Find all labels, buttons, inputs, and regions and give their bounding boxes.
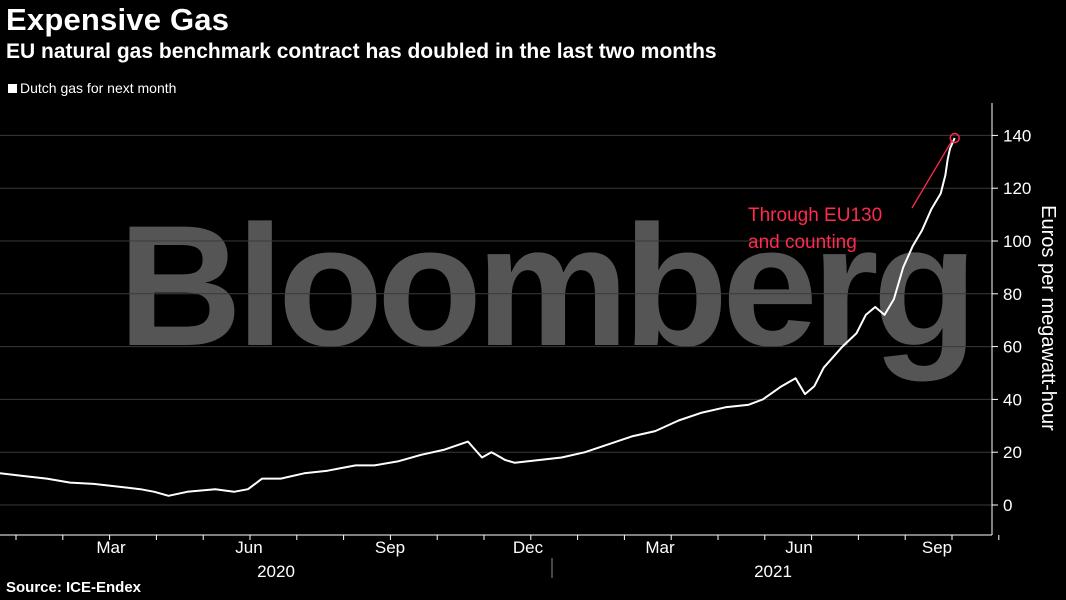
series-group bbox=[0, 137, 956, 497]
annotation-line2: and counting bbox=[748, 232, 857, 253]
y-tick-label-120: 120 bbox=[1003, 179, 1031, 198]
y-tick-label-100: 100 bbox=[1003, 232, 1031, 251]
x-tick-label-jun-1: Jun bbox=[235, 538, 262, 557]
chart-title: Expensive Gas bbox=[6, 2, 230, 37]
legend-label: Dutch gas for next month bbox=[20, 80, 177, 96]
gridlines bbox=[0, 134, 992, 536]
x-tick-label-jun-5: Jun bbox=[785, 538, 812, 557]
y-axis-ticks: 0 20 40 60 80 100 120 140 bbox=[992, 126, 1031, 515]
y-tick-label-0: 0 bbox=[1003, 496, 1012, 515]
annotation-marker bbox=[949, 132, 960, 144]
y-tick-label-60: 60 bbox=[1003, 338, 1022, 357]
legend-swatch bbox=[8, 83, 17, 93]
y-tick-label-40: 40 bbox=[1003, 390, 1022, 409]
x-year-label-2020: 2020 bbox=[257, 562, 295, 581]
series-line-0 bbox=[0, 137, 956, 497]
x-tick-label-mar-4: Mar bbox=[645, 538, 675, 557]
annotation-leader-line bbox=[911, 140, 953, 209]
x-axis-ticks: Mar Jun Sep Dec Mar Jun Sep 2020 2021 bbox=[15, 535, 1000, 581]
x-tick-label-dec-3: Dec bbox=[513, 538, 544, 557]
x-tick-label-sep-6: Sep bbox=[922, 538, 952, 557]
x-tick-label-sep-2: Sep bbox=[375, 538, 405, 557]
chart-subtitle: EU natural gas benchmark contract has do… bbox=[6, 40, 717, 63]
watermark: Bloomberg bbox=[118, 190, 972, 382]
y-tick-label-20: 20 bbox=[1003, 443, 1022, 462]
x-year-label-2021: 2021 bbox=[754, 562, 792, 581]
legend: Dutch gas for next month bbox=[8, 80, 176, 96]
source-note: Source: ICE-Endex bbox=[6, 579, 142, 596]
y-tick-label-140: 140 bbox=[1003, 126, 1031, 145]
x-tick-label-mar-0: Mar bbox=[96, 538, 126, 557]
y-tick-label-80: 80 bbox=[1003, 285, 1022, 304]
annotation-line1: Through EU130 bbox=[748, 205, 882, 226]
y-axis-title: Euros per megawatt-hour bbox=[1037, 205, 1059, 431]
